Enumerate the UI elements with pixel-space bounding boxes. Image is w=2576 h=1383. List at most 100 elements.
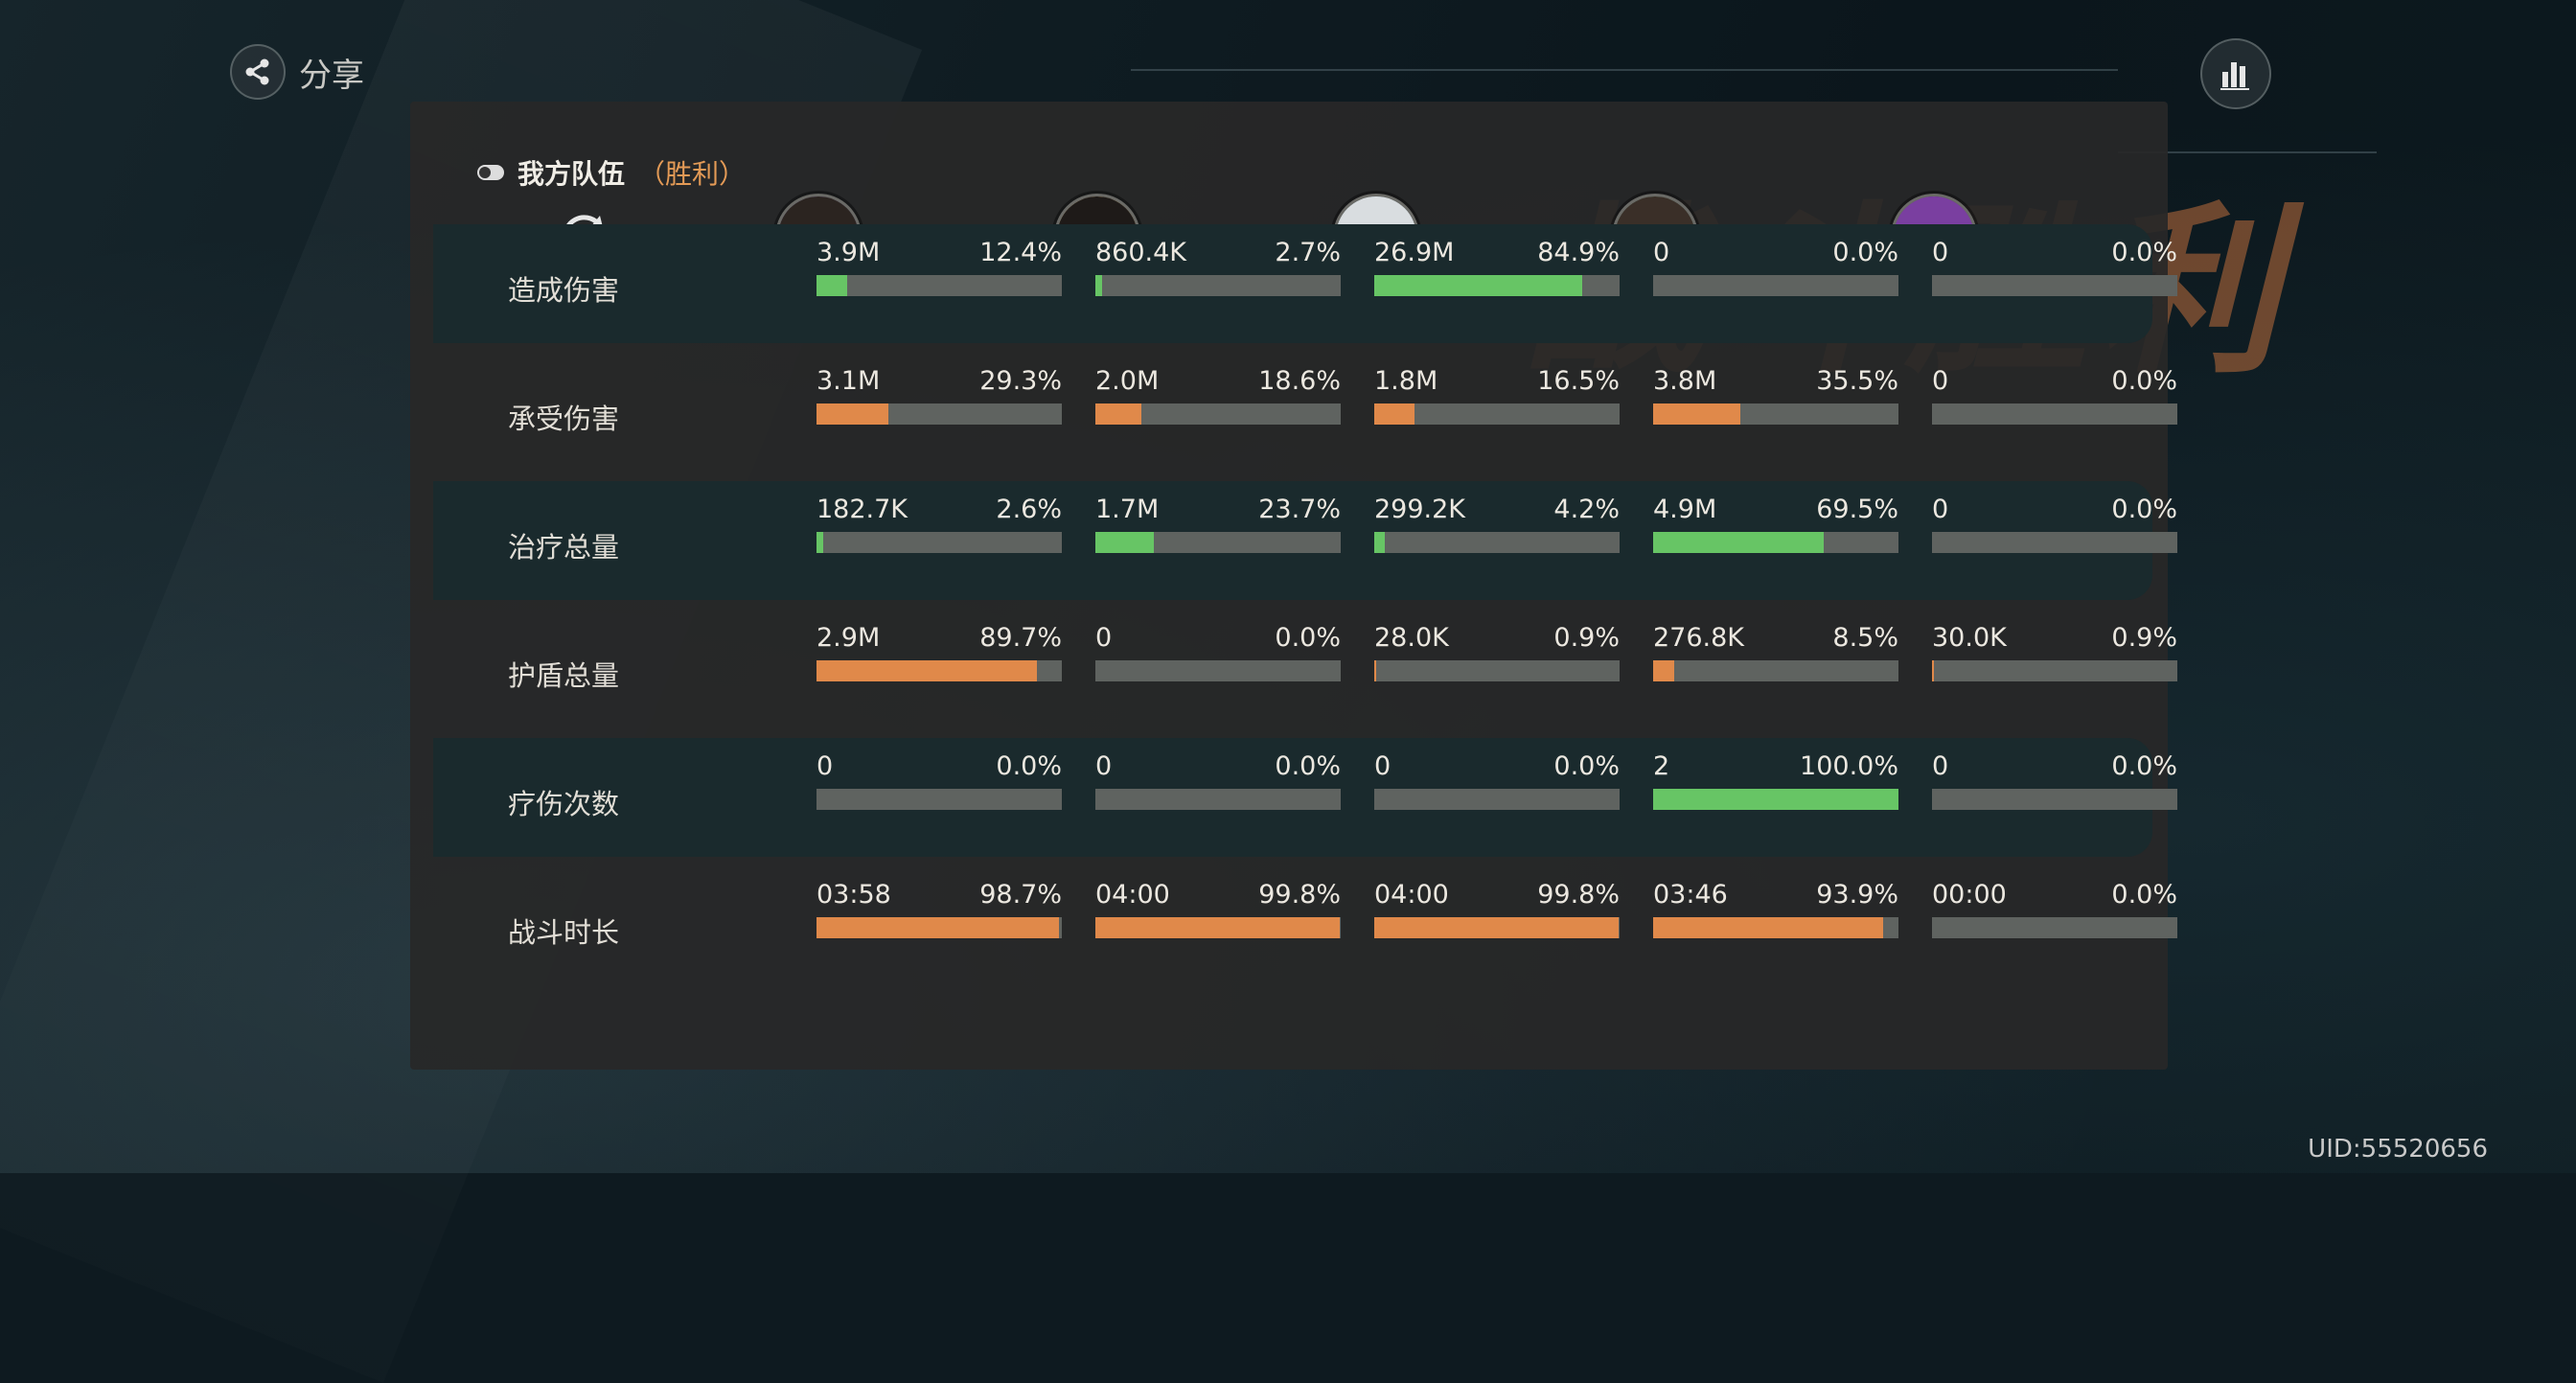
stat-bar-fill xyxy=(816,275,847,296)
stat-value: 28.0K xyxy=(1374,623,1449,653)
stat-bar xyxy=(1932,275,2177,296)
stat-percent: 2.6% xyxy=(996,495,1062,524)
stat-bar-fill xyxy=(816,917,1059,938)
stat-value: 30.0K xyxy=(1932,623,2007,653)
stat-value: 0 xyxy=(1932,366,1949,396)
stat-percent: 35.5% xyxy=(1816,366,1898,396)
stat-cell: 0 0.0% xyxy=(1932,366,2177,425)
stat-value: 1.7M xyxy=(1095,495,1160,524)
stat-percent: 0.0% xyxy=(2111,495,2177,524)
stat-bar-fill xyxy=(816,660,1037,681)
stat-row: 造成伤害 3.9M 12.4% 860.4K 2.7% 26.9M 84.9% 0 0.0% 0 0… xyxy=(433,224,2177,343)
stat-bar xyxy=(1932,917,2177,938)
stat-value: 0 xyxy=(1932,751,1949,781)
team-header[interactable]: 我方队伍 （胜利） xyxy=(477,153,746,192)
battle-stats-panel: 我方队伍 （胜利） 张凌霄李香君白衣小六阿曼莎 造成伤害3.9M12.4%860… xyxy=(410,102,2177,1070)
stat-percent: 99.8% xyxy=(1258,880,1341,910)
share-icon xyxy=(230,44,286,100)
stat-bar-fill xyxy=(1653,403,1740,425)
stat-value: 04:00 xyxy=(1374,880,1449,910)
stat-bar xyxy=(816,403,1062,425)
stat-value: 0 xyxy=(1653,238,1670,267)
stat-value: 3.1M xyxy=(816,366,881,396)
stat-value: 03:46 xyxy=(1653,880,1728,910)
stat-percent: 0.0% xyxy=(2111,880,2177,910)
stat-value: 26.9M xyxy=(1374,238,1455,267)
stat-value: 3.8M xyxy=(1653,366,1717,396)
stat-value: 03:58 xyxy=(816,880,891,910)
stat-value: 0 xyxy=(816,751,834,781)
stat-percent: 100.0% xyxy=(1800,751,1898,781)
stat-bar-fill xyxy=(1653,660,1674,681)
stat-bar xyxy=(1095,275,1341,296)
stat-bar xyxy=(1095,789,1341,810)
stat-cell: 04:00 99.8% xyxy=(1374,880,1620,938)
stat-bar-fill xyxy=(1932,660,1935,681)
stat-cell: 299.2K 4.2% xyxy=(1374,495,1620,553)
stat-percent: 23.7% xyxy=(1258,495,1341,524)
stat-percent: 0.9% xyxy=(2111,623,2177,653)
stats-button[interactable] xyxy=(2200,38,2271,109)
stat-cell: 0 0.0% xyxy=(1374,751,1620,810)
stat-bar-fill xyxy=(1653,917,1884,938)
stat-percent: 0.0% xyxy=(1553,751,1620,781)
stat-cell: 2.9M 89.7% xyxy=(816,623,1062,681)
team-label: 我方队伍 xyxy=(518,158,626,190)
stat-cell: 30.0K 0.9% xyxy=(1932,623,2177,681)
stat-value: 299.2K xyxy=(1374,495,1466,524)
stat-bar-fill xyxy=(1653,532,1824,553)
stat-percent: 8.5% xyxy=(1832,623,1898,653)
stat-label: 护盾总量 xyxy=(508,659,620,692)
stat-cell: 03:46 93.9% xyxy=(1653,880,1898,938)
stat-percent: 0.0% xyxy=(1275,623,1341,653)
stat-bar-fill xyxy=(1374,403,1415,425)
stat-percent: 0.0% xyxy=(2111,366,2177,396)
stat-bar xyxy=(1653,917,1898,938)
stat-percent: 0.0% xyxy=(1275,751,1341,781)
stat-value: 3.9M xyxy=(816,238,881,267)
stat-percent: 16.5% xyxy=(1537,366,1620,396)
stat-value: 2.9M xyxy=(816,623,881,653)
stat-bar xyxy=(1374,403,1620,425)
stat-bar xyxy=(1932,403,2177,425)
stat-cell: 0 0.0% xyxy=(1653,238,1898,296)
stat-bar-fill xyxy=(1374,660,1377,681)
stat-bar xyxy=(1095,917,1341,938)
stat-cell: 0 0.0% xyxy=(816,751,1062,810)
stat-cell: 276.8K 8.5% xyxy=(1653,623,1898,681)
stat-bar xyxy=(1653,532,1898,553)
stat-cell: 1.7M 23.7% xyxy=(1095,495,1341,553)
stat-value: 860.4K xyxy=(1095,238,1187,267)
stat-bar-fill xyxy=(816,532,823,553)
stat-bar xyxy=(1374,275,1620,296)
stat-row: 战斗时长 03:58 98.7% 04:00 99.8% 04:00 99.8% 03:46 9… xyxy=(433,866,2177,985)
stat-value: 0 xyxy=(1095,623,1113,653)
background-line xyxy=(2118,151,2377,153)
stat-percent: 2.7% xyxy=(1275,238,1341,267)
stat-bar-fill xyxy=(816,403,888,425)
stat-bar-fill xyxy=(1374,275,1583,296)
stat-cell: 0 0.0% xyxy=(1932,751,2177,810)
stat-cell: 3.9M 12.4% xyxy=(816,238,1062,296)
stat-cell: 3.1M 29.3% xyxy=(816,366,1062,425)
stat-bar xyxy=(816,917,1062,938)
stat-label: 造成伤害 xyxy=(508,274,620,307)
stat-bar xyxy=(1932,532,2177,553)
stat-value: 0 xyxy=(1932,495,1949,524)
stat-bar xyxy=(816,789,1062,810)
stat-percent: 0.0% xyxy=(996,751,1062,781)
stat-value: 276.8K xyxy=(1653,623,1745,653)
stat-cell: 1.8M 16.5% xyxy=(1374,366,1620,425)
stat-cell: 03:58 98.7% xyxy=(816,880,1062,938)
stat-percent: 4.2% xyxy=(1553,495,1620,524)
stat-percent: 0.0% xyxy=(1832,238,1898,267)
bar-chart-icon xyxy=(2220,62,2249,90)
stat-percent: 18.6% xyxy=(1258,366,1341,396)
stat-label: 战斗时长 xyxy=(508,916,620,949)
stat-value: 4.9M xyxy=(1653,495,1717,524)
team-result: （胜利） xyxy=(638,158,747,190)
share-button[interactable]: 分享 xyxy=(230,44,364,100)
stat-label: 承受伤害 xyxy=(508,403,620,435)
stat-value: 182.7K xyxy=(816,495,908,524)
stat-bar xyxy=(1095,532,1341,553)
